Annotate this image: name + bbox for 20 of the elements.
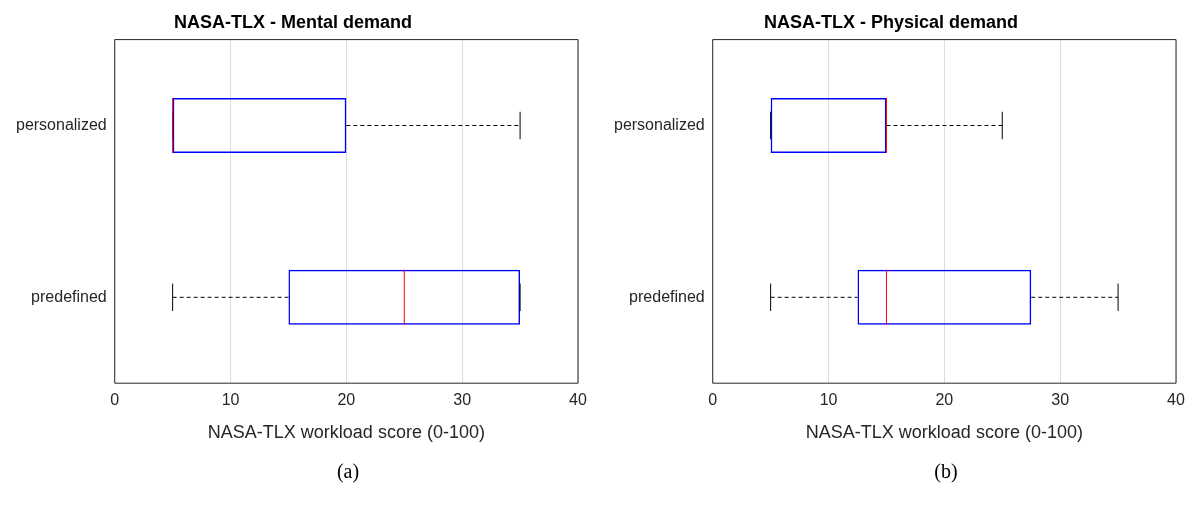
- x-tick-label: 0: [708, 391, 718, 409]
- y-tick-label: personalized: [613, 115, 705, 133]
- x-tick-label: 30: [453, 391, 472, 409]
- x-tick-label: 20: [337, 391, 356, 409]
- x-tick-label: 0: [110, 391, 120, 409]
- x-tick-label: 20: [935, 391, 954, 409]
- chart-title: NASA-TLX - Physical demand: [763, 11, 1019, 32]
- y-tick-label: personalized: [15, 115, 107, 133]
- y-tick-label: predefined: [629, 287, 705, 305]
- x-tick-label: 30: [1051, 391, 1070, 409]
- x-tick-label: 40: [1167, 391, 1185, 409]
- x-tick-label: 10: [221, 391, 240, 409]
- x-axis-title: NASA-TLX workload score (0-100): [805, 422, 1083, 443]
- x-tick-label: 10: [819, 391, 838, 409]
- text: (b): [933, 460, 959, 483]
- chart-title: NASA-TLX - Mental demand: [173, 11, 413, 32]
- x-axis-title: NASA-TLX workload score (0-100): [207, 422, 485, 443]
- text: (a): [335, 460, 361, 483]
- x-tick-label: 40: [569, 391, 587, 409]
- y-tick-label: predefined: [31, 287, 107, 305]
